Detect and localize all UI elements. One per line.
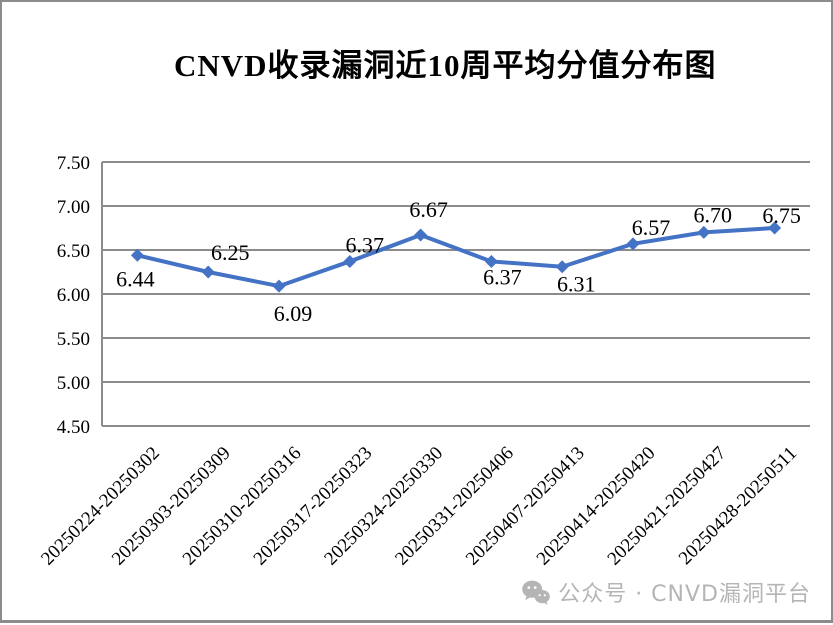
data-point-label: 6.44	[116, 266, 155, 291]
data-point-marker	[626, 237, 640, 251]
data-point-label: 6.31	[557, 272, 596, 297]
data-point-marker	[130, 248, 144, 262]
watermark-text: 公众号 · CNVD漏洞平台	[558, 582, 811, 607]
x-axis-tick-label: 20250421-20250427	[604, 443, 731, 570]
y-axis-tick-label: 7.50	[57, 153, 90, 174]
wechat-icon	[522, 580, 551, 605]
data-point-label: 6.37	[483, 264, 522, 289]
data-point-marker	[343, 254, 357, 268]
data-point-marker	[555, 260, 569, 274]
y-axis-tick-label: 5.50	[57, 329, 90, 350]
x-axis-tick-label: 20250310-20250316	[179, 443, 306, 570]
data-point-marker	[768, 221, 782, 235]
data-point-marker	[697, 225, 711, 239]
data-point-label: 6.70	[694, 202, 733, 227]
data-point-marker	[414, 228, 428, 242]
data-point-label: 6.57	[632, 215, 671, 240]
watermark: 公众号 · CNVD漏洞平台	[522, 576, 811, 608]
chart-title: CNVD收录漏洞近10周平均分值分布图	[174, 48, 717, 83]
y-axis-tick-label: 6.50	[57, 241, 90, 262]
x-axis-tick-label: 20250317-20250323	[250, 443, 377, 570]
y-axis-tick-label: 7.00	[57, 197, 90, 218]
y-axis-tick-label: 4.50	[57, 417, 90, 438]
data-point-label: 6.37	[346, 232, 385, 257]
y-axis-tick-label: 6.00	[57, 285, 90, 306]
data-point-label: 6.67	[409, 197, 448, 222]
data-point-marker	[272, 279, 286, 293]
series-line	[135, 226, 777, 289]
x-axis-tick-label: 20250324-20250330	[320, 443, 447, 570]
y-axis-tick-label: 5.00	[57, 373, 90, 394]
x-axis-tick-label: 20250224-20250302	[37, 443, 164, 570]
data-point-label: 6.09	[274, 301, 313, 326]
data-point-label: 6.25	[211, 240, 250, 265]
x-axis-tick-label: 20250303-20250309	[108, 443, 235, 570]
x-axis-tick-label: 20250414-20250420	[533, 443, 660, 570]
data-point-marker	[201, 265, 215, 279]
x-axis-tick-label: 20250428-20250511	[675, 443, 801, 569]
data-point-label: 6.75	[762, 203, 801, 228]
x-axis-tick-label: 20250407-20250413	[462, 443, 589, 570]
data-point-marker	[484, 254, 498, 268]
x-axis-tick-label: 20250331-20250406	[391, 443, 518, 570]
